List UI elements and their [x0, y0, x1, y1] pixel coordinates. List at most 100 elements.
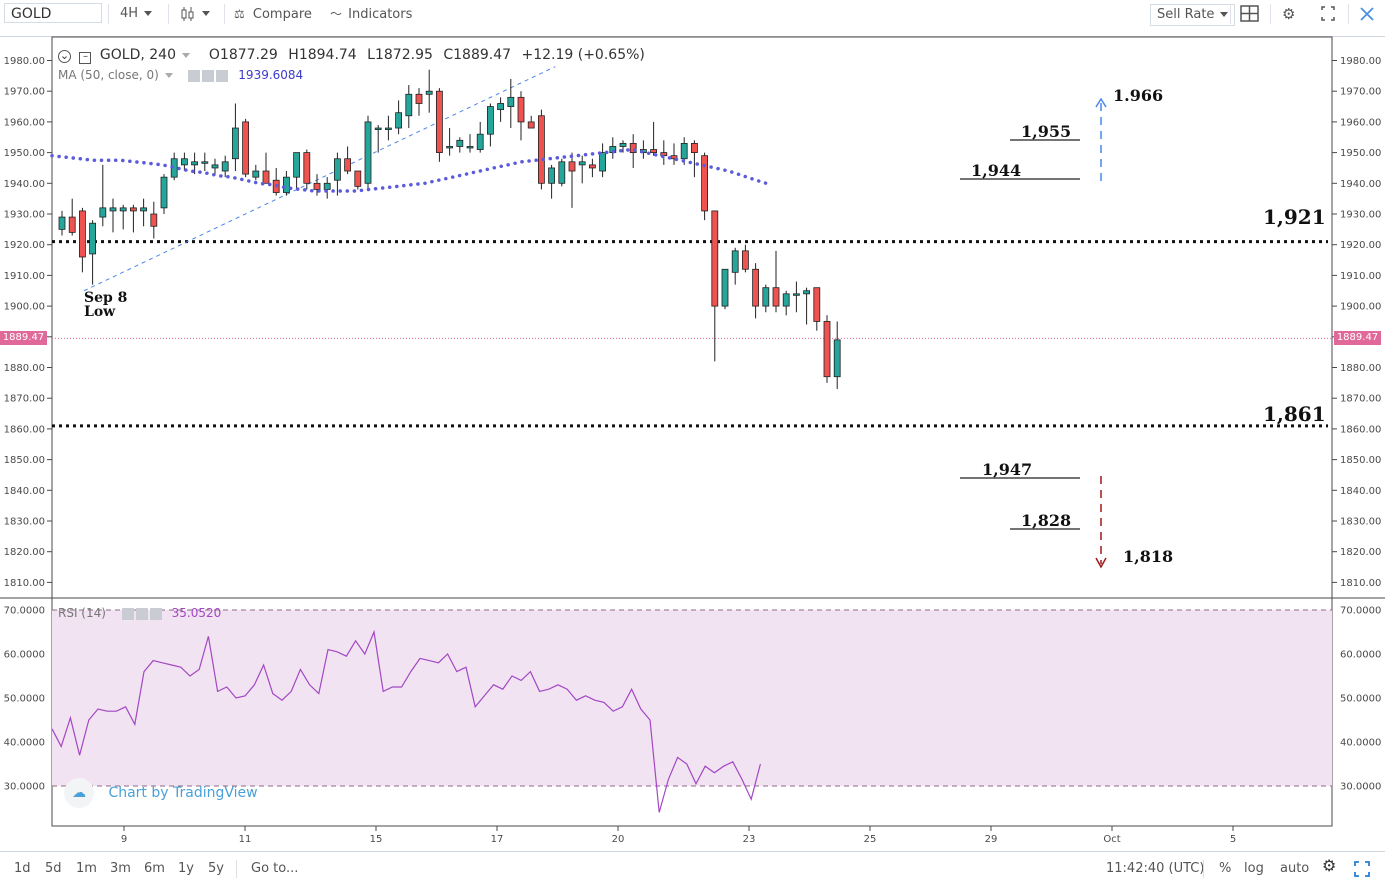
indicators-icon: 〜 [330, 7, 343, 21]
candle-body [293, 152, 301, 178]
auto-toggle[interactable]: auto [1280, 861, 1310, 876]
settings-icon[interactable] [202, 69, 215, 82]
gear-icon[interactable]: ⚙ [1282, 5, 1296, 23]
layout-grid-icon[interactable] [1240, 4, 1260, 24]
clock: 11:42:40 (UTC) [1106, 861, 1205, 876]
rsi-band [52, 610, 1332, 786]
chevron-down-icon[interactable] [182, 52, 191, 58]
fullscreen-icon[interactable] [1354, 861, 1370, 877]
price-tick-right: 1870.00 [1340, 394, 1381, 405]
candle-body [364, 121, 372, 184]
candle-body [772, 287, 780, 307]
rsi-tick-left: 60.0000 [4, 650, 45, 661]
gear-icon[interactable]: ⚙ [1322, 856, 1337, 875]
change-value: +12.19 (+0.65%) [521, 47, 645, 63]
candle-body [160, 176, 168, 209]
candle-body [242, 121, 250, 175]
time-tick-label: 11 [239, 834, 252, 845]
ma-legend: MA (50, close, 0) 1939.6084 [58, 68, 303, 82]
target-1966-label: 1.966 [1113, 86, 1164, 105]
candle-body [517, 96, 525, 123]
rsi-tick-left: 40.0000 [4, 738, 45, 749]
price-tick-right: 1850.00 [1340, 455, 1381, 466]
compare-button[interactable]: ⚖ Compare [234, 4, 312, 24]
chart-canvas[interactable]: 1980.00 1980.00 1970.00 1970.00 1960.00 1960.… [0, 36, 1385, 851]
close-icon[interactable] [216, 69, 229, 82]
toolbar-divider [1230, 4, 1231, 24]
candle-body [599, 152, 606, 172]
candle-body [446, 146, 454, 149]
price-tick-right: 1950.00 [1340, 148, 1381, 159]
close-icon[interactable] [1358, 4, 1376, 24]
time-tick-label: Oct [1103, 834, 1120, 845]
watermark-text: Chart by TradingView [108, 785, 258, 801]
symbol-search-input[interactable]: GOLD [4, 3, 102, 23]
range-6m-button[interactable]: 6m [144, 861, 165, 876]
goto-button[interactable]: Go to... [251, 861, 299, 876]
fullscreen-icon[interactable] [1320, 4, 1336, 24]
ma-label: MA (50, close, 0) [58, 68, 159, 82]
rsi-tick-right: 40.0000 [1340, 738, 1381, 749]
support-1861-label: 1,861 [1263, 402, 1326, 426]
candle-body [742, 250, 749, 270]
ma-50-line [50, 147, 772, 193]
chevron-down-icon [202, 11, 210, 16]
candle-body [384, 127, 392, 130]
eye-icon[interactable] [188, 69, 201, 82]
rsi-tick-left: 50.0000 [4, 694, 45, 705]
high-value: 1894.74 [298, 47, 357, 63]
current-price-tag-right: 1889.47 [1334, 331, 1381, 345]
sep8-low-note: Sep 8 Low [84, 291, 127, 319]
close-icon[interactable] [149, 607, 162, 620]
rsi-tick-right: 50.0000 [1340, 694, 1381, 705]
indicators-label: Indicators [348, 7, 413, 22]
rsi-legend: RSI (14) 35.0520 [58, 606, 221, 620]
range-3m-button[interactable]: 3m [110, 861, 131, 876]
settings-icon[interactable] [135, 607, 148, 620]
rsi-tick-right: 60.0000 [1340, 650, 1381, 661]
eye-icon[interactable] [121, 607, 134, 620]
toolbar-divider [168, 4, 169, 24]
price-tick-left: 1930.00 [4, 210, 45, 221]
candle-body [344, 158, 352, 172]
candle-body [252, 170, 260, 178]
price-tick-right: 1810.00 [1340, 578, 1381, 589]
price-tick-left: 1820.00 [4, 547, 45, 558]
hide-icon[interactable]: – [79, 52, 92, 64]
range-5d-button[interactable]: 5d [45, 861, 62, 876]
sell-rate-dropdown[interactable]: Sell Rate [1150, 4, 1236, 26]
time-tick-label: 20 [612, 834, 625, 845]
toolbar-divider [108, 4, 109, 24]
candle-body [129, 207, 137, 212]
percent-toggle[interactable]: % [1219, 861, 1232, 876]
chart-area[interactable]: 1980.00 1980.00 1970.00 1970.00 1960.00 1960.… [0, 36, 1385, 851]
close-value: 1889.47 [453, 47, 512, 63]
candle-body [58, 216, 66, 230]
interval-dropdown[interactable]: 4H [120, 4, 153, 24]
tradingview-watermark[interactable]: ☁ Chart by TradingView [64, 778, 258, 808]
chart-style-dropdown[interactable] [180, 4, 210, 24]
candle-body [558, 161, 566, 184]
candle-body [313, 182, 321, 190]
range-1d-button[interactable]: 1d [14, 861, 31, 876]
candle-body [486, 106, 494, 135]
high-label: H [288, 47, 299, 63]
indicators-button[interactable]: 〜 Indicators [330, 4, 412, 24]
log-toggle[interactable]: log [1244, 861, 1264, 876]
range-5y-button[interactable]: 5y [208, 861, 224, 876]
price-tick-left: 1900.00 [4, 302, 45, 313]
collapse-icon[interactable]: ⌄ [58, 49, 71, 63]
price-tick-left: 1840.00 [4, 486, 45, 497]
candle-body [323, 182, 331, 190]
candle-body [527, 121, 535, 129]
range-1m-button[interactable]: 1m [76, 861, 97, 876]
price-tick-right: 1840.00 [1340, 486, 1381, 497]
candle-body [619, 142, 627, 147]
level-1955-label: 1,955 [1021, 122, 1072, 141]
candle-body [262, 170, 270, 184]
chevron-down-icon[interactable] [164, 73, 173, 78]
range-1y-button[interactable]: 1y [178, 861, 194, 876]
candle-body [731, 250, 739, 273]
candle-body [425, 90, 433, 95]
toolbar-divider [1270, 4, 1271, 24]
